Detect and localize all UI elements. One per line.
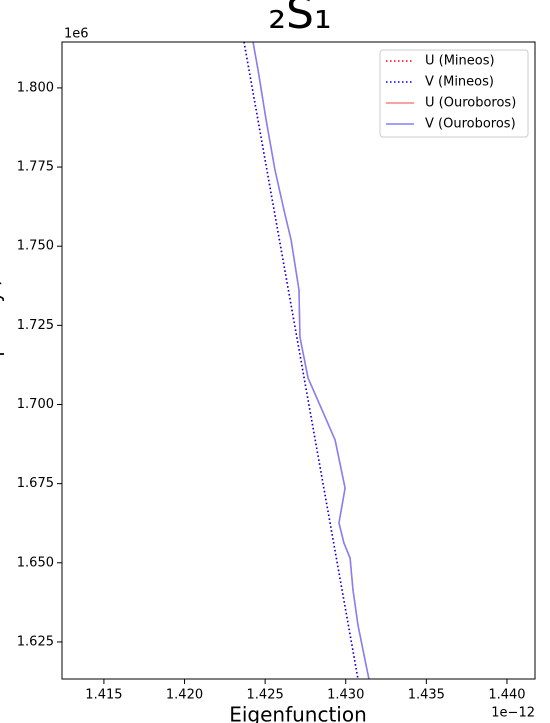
y-tick-label: 1.700 [17, 397, 54, 412]
x-tick-label: 1.440 [488, 688, 525, 703]
x-offset-label: 1e−12 [491, 706, 535, 721]
x-tick-label: 1.435 [408, 688, 445, 703]
y-tick-label: 1.725 [17, 318, 54, 333]
x-tick-label: 1.430 [327, 688, 364, 703]
y-axis-label: Natural Frequency / Hz [0, 246, 5, 474]
y-tick-label: 1.625 [17, 634, 54, 649]
legend-box [379, 49, 529, 138]
y-tick-label: 1.650 [17, 555, 54, 570]
y-offset-label: 1e6 [64, 27, 89, 42]
x-tick-label: 1.415 [85, 688, 122, 703]
y-tick-label: 1.675 [17, 476, 54, 491]
legend-label: U (Mineos) [425, 54, 495, 69]
plot-lines [243, 42, 370, 679]
series-line [252, 42, 370, 679]
y-tick-label: 1.750 [17, 239, 54, 254]
y-tick-label: 1.800 [17, 80, 54, 95]
x-tick-label: 1.420 [166, 688, 203, 703]
legend-label: V (Ouroboros) [425, 117, 516, 132]
chart-title: ₂S₁ [268, 0, 331, 39]
x-tick-label: 1.425 [247, 688, 284, 703]
plot-frame [61, 41, 536, 680]
y-tick-label: 1.775 [17, 160, 54, 175]
legend-label: V (Mineos) [425, 75, 494, 90]
x-axis-label: Eigenfunction [229, 703, 367, 723]
legend-label: U (Ouroboros) [425, 96, 516, 111]
